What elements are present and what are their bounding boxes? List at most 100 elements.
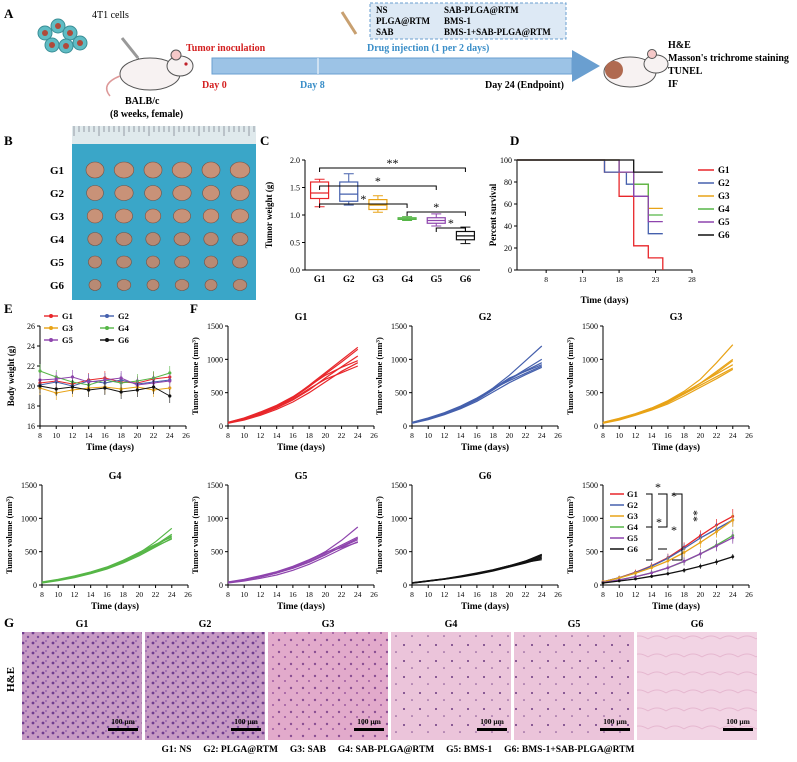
data-point <box>715 530 718 534</box>
ruler-ticks <box>73 126 255 136</box>
data-point <box>634 575 637 579</box>
data-point <box>731 555 735 559</box>
y-tick-label: 1.5 <box>290 184 300 193</box>
growth-curve <box>41 527 173 583</box>
y-tick-label: 1000 <box>391 514 407 523</box>
x-tick-label: 10 <box>240 431 248 440</box>
mouse-icon-endpoint <box>603 49 669 88</box>
groups-box <box>369 2 567 40</box>
he-image <box>22 632 142 740</box>
group-box-entry: SAB-PLGA@RTM <box>444 5 519 15</box>
x-tick-label: 20 <box>697 590 705 599</box>
x-tick-label: 8 <box>601 431 605 440</box>
legend-label: G1 <box>627 489 638 499</box>
x-tick-label: 18 <box>615 275 623 284</box>
significance-label: * <box>360 192 366 206</box>
y-tick-label: 0 <box>403 422 407 431</box>
panel-letter-g: G <box>4 615 14 630</box>
tumor-sample <box>204 255 218 269</box>
y-tick-label: 500 <box>25 548 37 557</box>
x-tick-label: 24 <box>538 431 546 440</box>
data-point <box>650 571 654 575</box>
x-axis-title: Time (days) <box>580 295 628 306</box>
x-tick-label: 8 <box>38 431 42 440</box>
significance-label: * <box>433 200 439 214</box>
y-tick-label: 0 <box>403 581 407 590</box>
x-tick-label: 16 <box>664 590 672 599</box>
x-tick-label: 12 <box>441 431 449 440</box>
group-box-entry: PLGA@RTM <box>376 16 431 26</box>
scale-bar-label: 100 μm <box>603 717 627 726</box>
x-tick-label: 24 <box>168 590 176 599</box>
y-tick-label: 0 <box>219 581 223 590</box>
photo-row-label: G3 <box>50 211 65 223</box>
y-tick-label: 22 <box>27 362 35 371</box>
x-tick-label: 16 <box>103 590 111 599</box>
significance-label: ** <box>687 510 701 522</box>
data-point <box>70 385 75 389</box>
x-tick-label: 8 <box>40 590 44 599</box>
x-tick-label: 14 <box>273 431 281 440</box>
x-tick-label: 18 <box>305 590 313 599</box>
tumor-sample <box>115 208 133 224</box>
photo-row-label: G5 <box>50 257 65 269</box>
growth-curve <box>411 365 543 423</box>
data-point <box>698 564 702 568</box>
y-axis-title: Tumor volume (mm³) <box>565 337 575 415</box>
tumor-sample <box>171 161 193 179</box>
tumor-sample <box>115 232 133 246</box>
data-point <box>731 536 735 540</box>
growth-curve <box>411 364 543 424</box>
data-point <box>168 371 172 375</box>
mouse-label-2: (8 weeks, female) <box>110 109 183 120</box>
legend-label: G2 <box>627 500 638 510</box>
tumor-sample <box>229 161 251 179</box>
he-group-label: G4 <box>445 619 458 630</box>
survival-line <box>517 159 663 216</box>
y-tick-label: 1000 <box>207 355 223 364</box>
growth-subplot: 0 500 1000 1500 8 10 12 14 16 18 20 22 24 26 G3 Tumor v… <box>565 312 753 453</box>
photo-row-labels: G1 G2 G3 G4 G5 G6 <box>50 165 65 292</box>
chart-f: 0 500 1000 1500 8 10 12 14 16 18 20 22 24 26 G1 Tumor v… <box>4 312 753 612</box>
y-tick-label: 1500 <box>391 322 407 331</box>
panel-letter-c: C <box>260 133 269 148</box>
group-box-entry: BMS-1+SAB-PLGA@RTM <box>444 27 551 37</box>
legend-label: G2 <box>718 178 730 188</box>
x-category-label: G4 <box>401 274 413 284</box>
data-point <box>119 390 123 394</box>
syringe-icon-2 <box>340 11 358 35</box>
legend-marker <box>49 326 53 330</box>
y-tick-label: 0 <box>594 581 598 590</box>
legend-label: G1 <box>62 311 73 321</box>
tumor-sample <box>116 255 132 269</box>
growth-curve <box>602 344 734 424</box>
x-category-label: G5 <box>430 274 442 284</box>
x-tick-label: 8 <box>410 431 414 440</box>
scale-bar <box>600 728 630 731</box>
y-axis-title: Tumor volume (mm³) <box>565 496 575 574</box>
growth-curve <box>602 368 734 424</box>
subplot-title: G1 <box>295 312 308 323</box>
scale-bar-label: 100 μm <box>111 717 135 726</box>
x-axis-title: Time (days) <box>461 601 509 612</box>
tumor-sample <box>231 208 249 224</box>
x-tick-label: 8 <box>410 590 414 599</box>
x-tick-label: 16 <box>289 431 297 440</box>
x-tick-label: 26 <box>554 431 562 440</box>
growth-curve <box>41 537 173 584</box>
x-axis-title: Time (days) <box>652 442 700 453</box>
legend-label: G5 <box>718 217 730 227</box>
tumor-sample <box>86 185 104 201</box>
data-point <box>119 376 123 380</box>
survival-line <box>517 159 663 223</box>
x-tick-label: 24 <box>729 590 737 599</box>
tumor-sample <box>146 255 160 269</box>
x-tick-label: 26 <box>370 431 378 440</box>
survival-line <box>517 159 663 173</box>
growth-curve <box>227 537 359 584</box>
x-tick-label: 8 <box>601 590 605 599</box>
x-tick-label: 8 <box>226 431 230 440</box>
box <box>339 181 359 202</box>
tumor-sample <box>114 185 134 201</box>
